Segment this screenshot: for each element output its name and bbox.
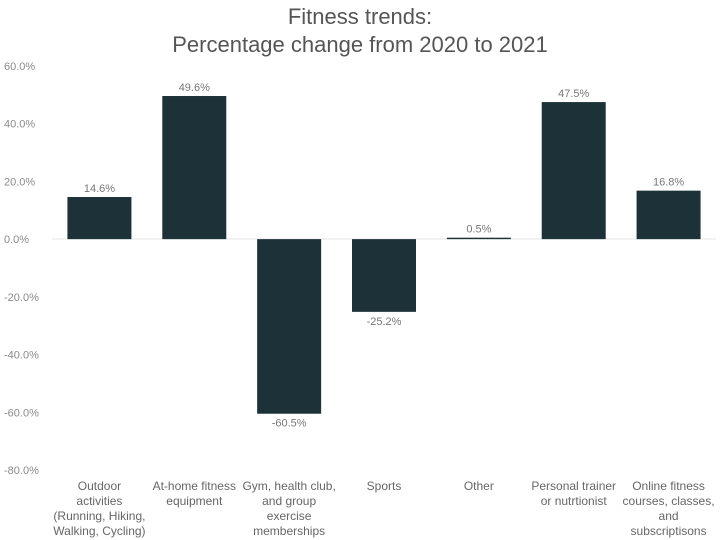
x-category-label-line: subscriptisons [631,524,707,538]
chart-title-line-1: Fitness trends: [288,4,432,29]
y-axis: 60.0% 40.0% 20.0% 0.0% -20.0% -40.0% -60.0% -80… [4,61,39,477]
chart-title-line-2: Percentage change from 2020 to 2021 [172,32,548,57]
y-tick-label: -80.0% [4,465,39,477]
y-tick-label: 60.0% [4,61,35,73]
y-tick-label: 40.0% [4,119,35,131]
x-category-label-line: memberships [253,524,325,538]
y-tick-label: -20.0% [4,292,39,304]
bar [636,190,701,240]
x-category-label-line: equipment [166,494,223,508]
x-category-label: Personal trainer or nutrtionist [531,479,616,508]
x-category-label-line: Gym, health club, [242,479,335,493]
y-tick-label: -60.0% [4,407,39,419]
x-category-label-line: Online fitness [632,479,705,493]
x-category-label-line: Sports [367,479,402,493]
x-category-label-line: exercise [267,509,312,523]
data-label: 14.6% [84,183,115,195]
y-tick-label: 0.0% [4,234,29,246]
x-category-label-line: Outdoor [78,479,121,493]
bar [257,239,322,414]
bars [67,96,701,414]
x-category-label: Other [464,479,494,493]
bar [162,96,227,240]
data-label: -25.2% [367,316,402,328]
y-tick-label: 20.0% [4,176,35,188]
x-category-label: Sports [367,479,402,493]
data-labels: 14.6% 49.6% -60.5% -25.2% 0.5% 47.5% 16.8% [84,82,685,430]
x-category-label-line: courses, classes, [623,494,715,508]
x-category-label-line: and [659,509,679,523]
data-label: 47.5% [558,88,589,100]
x-category-label-line: and group [262,494,316,508]
data-label: 49.6% [179,82,210,94]
x-category-label-line: (Running, Hiking, [53,509,145,523]
x-category-label-line: Personal trainer [531,479,616,493]
bar [541,102,606,240]
x-category-label: Online fitness courses, classes, and subscr… [623,479,715,538]
x-category-label-line: activities [76,494,122,508]
bar [67,197,132,240]
data-label: 16.8% [653,177,684,189]
x-category-label: Outdoor activities (Running, Hiking, Walkin… [53,479,145,538]
y-tick-label: -40.0% [4,350,39,362]
bar [352,239,416,312]
data-label: -60.5% [272,418,307,430]
x-category-label: Gym, health club, and group exercise member… [242,479,335,538]
x-category-label: At-home fitness equipment [153,479,236,508]
x-category-label-line: Other [464,479,494,493]
x-axis: Outdoor activities (Running, Hiking, Walkin… [53,479,714,538]
x-category-label-line: or nutrtionist [541,494,608,508]
bar [446,237,511,240]
data-label: 0.5% [466,224,491,236]
x-category-label-line: Walking, Cycling) [53,524,145,538]
x-category-label-line: At-home fitness [153,479,236,493]
